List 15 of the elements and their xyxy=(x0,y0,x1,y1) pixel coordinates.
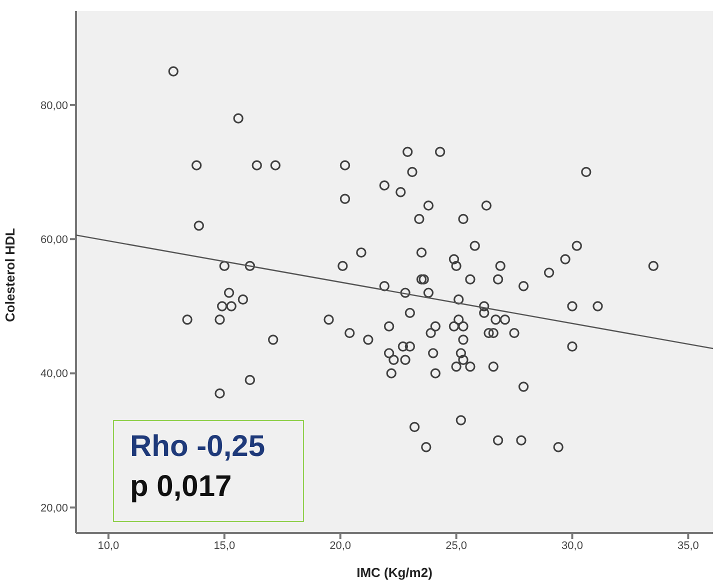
annotation: Rho -0,25 xyxy=(130,429,266,465)
x-tick-label: 15,0 xyxy=(214,540,236,552)
annotation: p 0,017 xyxy=(130,469,233,505)
y-tick-label: 40,00 xyxy=(40,368,68,380)
x-tick-label: 30,0 xyxy=(562,540,583,552)
y-tick-label: 80,00 xyxy=(40,100,68,112)
x-axis-title: IMC (Kg/m2) xyxy=(356,565,432,580)
x-tick-label: 35,0 xyxy=(677,540,699,552)
x-tick-label: 20,0 xyxy=(330,540,352,552)
y-tick-label: 20,00 xyxy=(40,502,68,514)
y-axis-title: Colesterol HDL xyxy=(2,228,18,322)
annotation-box: Rho -0,25 p 0,017 xyxy=(113,420,304,522)
y-tick-label: 60,00 xyxy=(40,234,68,246)
x-tick-label: 25,0 xyxy=(446,540,468,552)
x-tick-label: 10,0 xyxy=(98,540,120,552)
